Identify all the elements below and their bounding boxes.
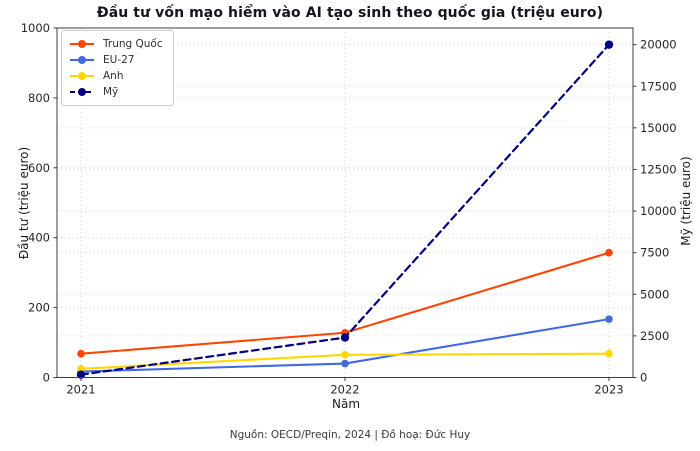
right-axis-label: Mỹ (triệu euro) [679,156,693,246]
tick-label-x: 2022 [330,383,359,397]
tick-label-left: 400 [28,231,50,245]
legend-label: Mỹ [103,86,119,98]
tick-label-x: 2023 [594,383,623,397]
legend-swatch-icon [70,87,94,97]
tick-label-left: 1000 [21,21,50,35]
legend-swatch-icon [70,55,94,65]
legend-label: Trung Quốc [103,38,163,50]
data-point-Trung Quốc-2021 [77,349,85,358]
data-point-Mỹ-2021 [76,370,86,379]
data-point-EU-27-2023 [605,315,613,323]
legend: Trung Quốc EU-27 Anh Mỹ [61,30,174,106]
tick-label-left: 0 [43,371,50,385]
tick-label-right: 12500 [640,162,677,176]
data-point-Mỹ-2023 [604,40,614,49]
tick-label-right: 5000 [640,287,669,301]
data-point-Anh-2021 [77,364,85,373]
data-point-Trung Quốc-2023 [605,248,613,257]
tick-label-left: 800 [28,91,50,105]
data-point-EU-27-2022 [341,359,349,368]
tick-label-right: 0 [640,371,647,385]
tick-label-left: 600 [28,161,50,175]
x-axis-label: Năm [331,397,361,411]
source-note: Nguồn: OECD/Preqin, 2024 | Đồ hoạ: Đức H… [229,429,471,441]
legend-item-eu-27: EU-27 [70,52,163,68]
tick-label-right: 15000 [640,121,677,135]
tick-label-right: 7500 [640,246,669,260]
legend-item-anh: Anh [70,68,163,84]
chart-title: Đầu tư vốn mạo hiểm vào AI tạo sinh theo… [96,5,604,21]
tick-label-right: 2500 [640,329,669,343]
tick-label-right: 20000 [640,38,677,52]
tick-label-x: 2021 [66,383,95,397]
tick-label-left: 200 [28,301,50,315]
legend-item-trung-quoc: Trung Quốc [70,36,163,52]
left-axis-label: Đầu tư (triệu euro) [17,146,31,260]
legend-swatch-icon [70,71,94,81]
legend-item-my: Mỹ [70,84,163,100]
data-point-Anh-2023 [605,349,613,358]
data-point-Anh-2022 [341,350,349,359]
legend-label: EU-27 [103,54,135,66]
legend-swatch-icon [70,39,94,49]
data-point-Mỹ-2022 [340,333,350,342]
tick-label-right: 10000 [640,204,677,218]
legend-label: Anh [103,70,124,82]
tick-label-right: 17500 [640,79,677,93]
